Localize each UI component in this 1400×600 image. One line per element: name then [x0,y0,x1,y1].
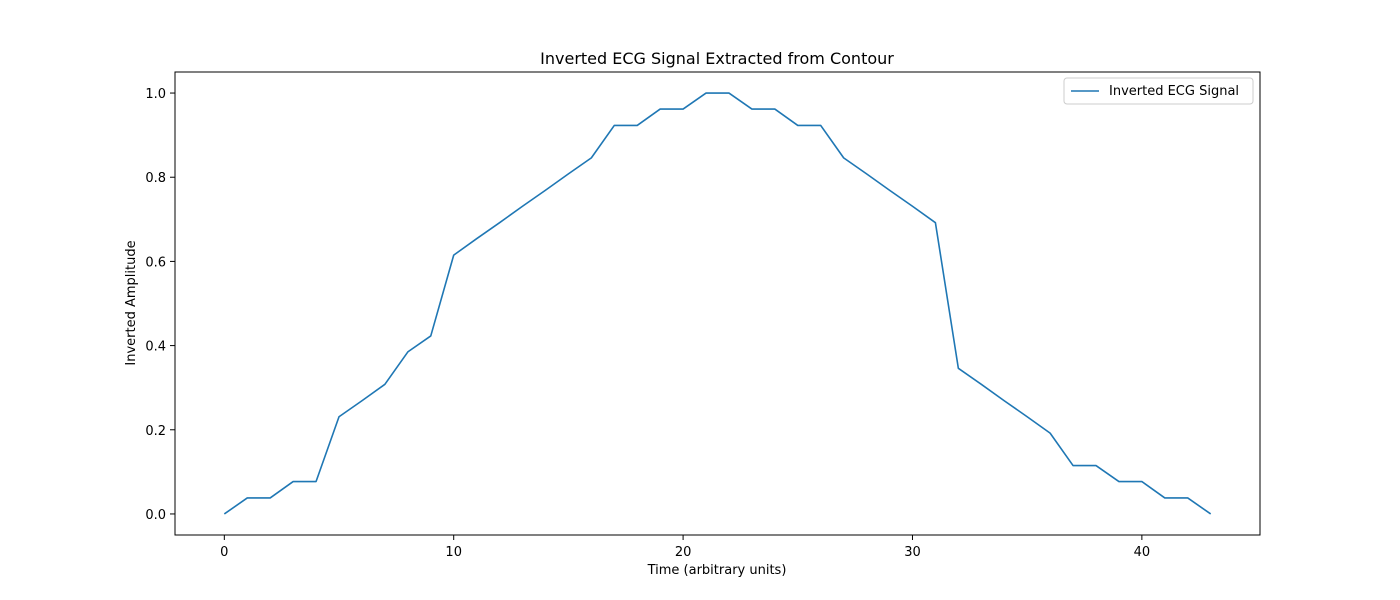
chart-title: Inverted ECG Signal Extracted from Conto… [540,49,894,68]
y-axis: 0.0 0.2 0.4 0.6 0.8 1.0 [145,87,175,523]
data-point [384,383,386,385]
y-tick-label: 0.4 [145,340,166,355]
y-tick-label: 0.8 [145,171,166,186]
data-point [453,254,455,256]
data-point [338,416,340,418]
data-point [1072,464,1074,466]
data-point [1003,400,1005,402]
data-point [407,351,409,353]
plot-frame [174,71,1261,536]
data-point [842,157,844,159]
data-point [820,124,822,126]
x-tick-label: 10 [445,545,462,560]
x-tick-label: 0 [220,545,228,560]
data-point [223,513,225,515]
data-point [728,92,730,94]
data-point [269,497,271,499]
data-point [590,157,592,159]
y-tick-label: 0.0 [145,508,166,523]
y-axis-label: Inverted Amplitude [124,240,139,365]
data-point [1118,480,1120,482]
data-point [315,480,317,482]
x-tick-label: 20 [675,545,692,560]
data-point [888,189,890,191]
data-point [1049,432,1051,434]
data-point [1164,497,1166,499]
x-tick-label: 30 [904,545,921,560]
data-point [361,400,363,402]
series-line [223,92,1212,515]
data-point [1187,497,1189,499]
data-point [934,221,936,223]
data-point [521,205,523,207]
data-point [980,383,982,385]
x-axis-label: Time (arbitrary units) [647,563,787,578]
data-point [682,108,684,110]
y-tick-label: 1.0 [145,87,166,102]
data-point [1026,416,1028,418]
data-point [705,92,707,94]
data-point [430,335,432,337]
y-tick-label: 0.6 [145,255,166,270]
data-point [865,173,867,175]
x-axis: 0 10 20 30 40 [220,535,1150,560]
y-tick-label: 0.2 [145,424,166,439]
x-tick-label: 40 [1134,545,1151,560]
data-point [659,108,661,110]
data-point [774,108,776,110]
data-point [797,124,799,126]
data-point [1141,480,1143,482]
data-point [1095,464,1097,466]
legend-label: Inverted ECG Signal [1109,84,1239,99]
data-point [911,205,913,207]
data-point [498,221,500,223]
data-point [567,173,569,175]
data-point [292,480,294,482]
legend-box [1063,77,1254,105]
data-point [613,124,615,126]
data-point [1209,513,1211,515]
data-point [475,237,477,239]
data-point [636,124,638,126]
data-point [751,108,753,110]
legend: Inverted ECG Signal [1063,77,1254,105]
data-point [246,497,248,499]
data-point [957,367,959,369]
data-point [544,189,546,191]
